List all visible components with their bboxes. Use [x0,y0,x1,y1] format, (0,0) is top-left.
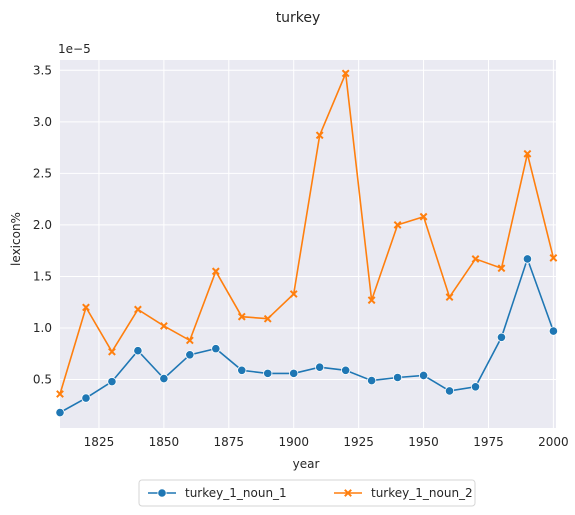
data-point [418,370,429,381]
data-point [185,336,194,345]
series-markers-2 [56,69,558,398]
chart-title: turkey [276,10,321,26]
x-tick-label: 2000 [538,435,569,449]
data-point [237,312,246,321]
data-point [444,386,455,396]
data-point [496,332,507,342]
x-tick-label: 1925 [343,435,374,449]
y-tick-label: 0.5 [33,373,52,387]
legend-entry-1: turkey_1_noun_1 [148,486,287,500]
data-point [289,368,299,378]
data-point [367,375,377,386]
data-point [392,372,403,383]
data-point [393,221,402,229]
data-point [133,346,143,356]
x-tick-label: 1825 [84,435,115,449]
plot-area [60,60,556,428]
data-point [185,350,195,360]
data-point [107,377,117,387]
x-tick-label: 1975 [473,435,504,449]
data-point [82,303,90,312]
data-point [367,296,376,305]
data-point [133,305,142,314]
legend-frame [138,479,476,507]
data-point [419,212,428,221]
data-point [108,347,116,356]
data-point [315,362,325,372]
data-point [522,254,533,264]
data-point [523,149,532,158]
x-axis-label: year [293,457,320,471]
y-tick-label: 1.5 [33,269,52,283]
x-tick-label: 1850 [149,435,180,449]
series [55,69,559,418]
legend-label: turkey_1_noun_1 [185,486,287,500]
tick-labels: 1825 1850 1875 1900 1925 1950 1975 2000 0.5 1.0 1.… [33,63,569,449]
legend-entry-2: turkey_1_noun_2 [334,486,473,500]
y-axis-label: lexicon% [9,212,23,266]
data-point [55,407,65,418]
data-point [289,290,298,298]
x-tick-label: 1950 [408,435,439,449]
data-point [211,344,221,354]
data-point [549,254,558,262]
data-point [548,326,559,336]
y-tick-label: 3.5 [33,63,52,77]
legend-label: turkey_1_noun_2 [371,486,473,500]
data-point [341,69,350,78]
legend-marker [157,488,167,498]
y-tick-label: 1.0 [33,321,52,335]
series-markers-1 [55,254,559,418]
data-point [470,382,481,392]
y-tick-label: 2.0 [33,218,52,232]
data-point [497,264,506,273]
grid [60,60,556,428]
data-point [471,255,480,263]
y-axis-offset-label: 1e−5 [58,42,91,56]
data-point [56,390,64,398]
data-point [445,293,454,301]
legend: turkey_1_noun_1 turkey_1_noun_2 [138,479,476,507]
data-point [315,131,324,140]
data-point [159,322,168,330]
data-point [211,267,220,276]
series-line-2 [59,70,555,395]
y-tick-label: 3.0 [33,115,52,129]
data-point [263,368,273,378]
x-tick-label: 1900 [278,435,309,449]
data-point [237,365,247,375]
data-point [81,393,91,403]
data-point [341,365,351,375]
y-tick-label: 2.5 [33,166,52,180]
data-point [263,314,272,323]
x-tick-label: 1875 [214,435,245,449]
legend-marker [344,489,352,497]
data-point [159,373,169,384]
